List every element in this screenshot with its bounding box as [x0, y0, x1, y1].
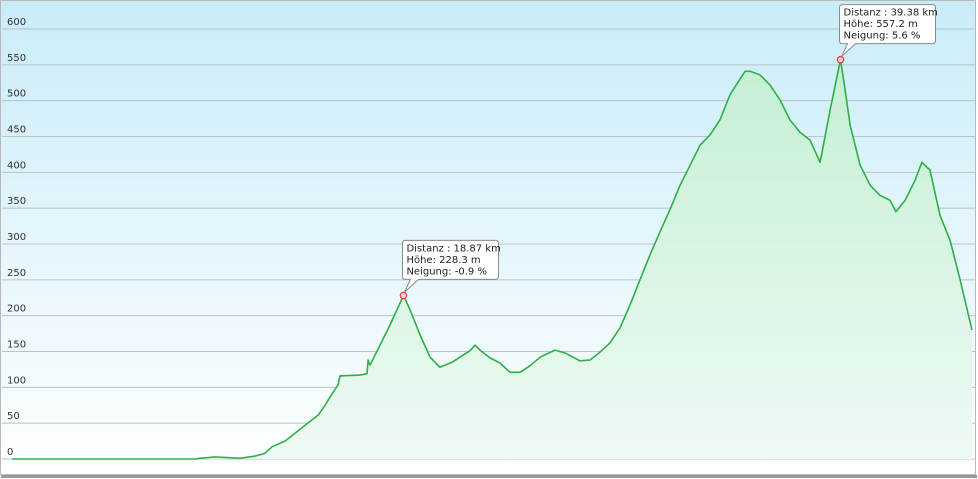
tooltip-text: Distanz : 39.38 km	[844, 8, 938, 19]
tooltip-text: Distanz : 18.87 km	[406, 243, 500, 254]
y-tick-label: 350	[7, 196, 26, 207]
highlight-marker	[836, 55, 845, 64]
y-tick-label: 400	[7, 160, 26, 171]
line	[12, 58, 973, 460]
y-tick-label: 50	[7, 411, 20, 422]
y-tick-label: 0	[7, 447, 13, 458]
tooltip-text: Neigung: -0.9 %	[406, 266, 487, 277]
highlight-marker	[399, 291, 408, 300]
tooltip-text: Höhe: 557.2 m	[844, 19, 918, 30]
y-tick-label: 500	[7, 89, 26, 100]
tooltip-text: Neigung: 5.6 %	[844, 31, 921, 42]
y-tick-label: 300	[7, 232, 26, 243]
y-tick-label: 150	[7, 340, 26, 351]
y-tick-label: 100	[7, 375, 26, 386]
tooltip-box	[401, 239, 499, 293]
y-tick-label: 250	[7, 268, 26, 279]
y-tick-label: 600	[7, 17, 26, 28]
y-tick-label: 550	[7, 53, 26, 64]
tooltip-text: Höhe: 228.3 m	[406, 255, 480, 266]
y-tick-label: 200	[7, 304, 26, 315]
y-tick-label: 450	[7, 125, 26, 136]
area	[12, 59, 972, 459]
tooltip-box	[839, 4, 937, 58]
